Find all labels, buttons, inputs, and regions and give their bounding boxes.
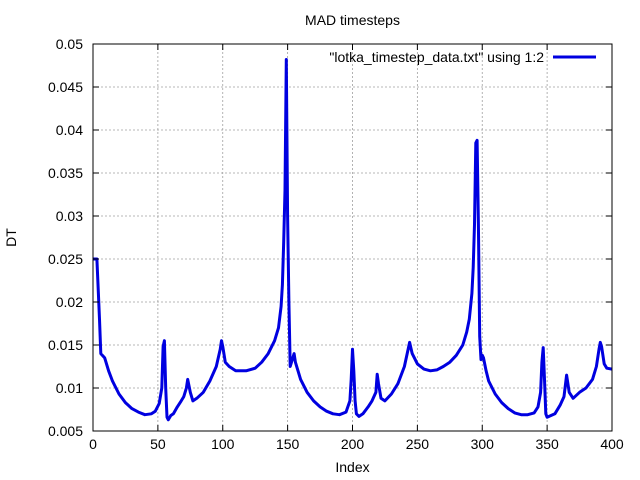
x-tick-label: 50 [150,436,166,452]
y-axis-label: DT [3,228,19,247]
x-tick-label: 350 [535,436,559,452]
chart-title: MAD timesteps [305,12,400,28]
x-tick-label: 0 [89,436,97,452]
series-layer [93,58,613,422]
y-tick-label: 0.025 [48,251,83,267]
y-tick-label: 0.01 [56,380,83,396]
y-tick-label: 0.03 [56,208,83,224]
y-tick-label: 0.05 [56,36,83,52]
legend-label: "lotka_timestep_data.txt" using 1:2 [329,49,544,65]
y-tick-label: 0.045 [48,79,83,95]
legend: "lotka_timestep_data.txt" using 1:2 [329,49,596,65]
y-tick-label: 0.04 [56,122,83,138]
grid-layer [93,44,612,431]
x-tick-label: 300 [471,436,495,452]
x-tick-label: 100 [211,436,235,452]
x-tick-label: 400 [600,436,624,452]
y-tick-label: 0.015 [48,337,83,353]
x-tick-label: 200 [341,436,365,452]
y-tick-label: 0.02 [56,294,83,310]
series-line [93,58,613,422]
x-tick-label: 150 [276,436,300,452]
axis-layer: 0 50 100 150 200 250 300 350 400 0.005 0.01 0.015 0.… [48,36,624,452]
x-tick-label: 250 [406,436,430,452]
x-axis-label: Index [335,459,369,475]
y-tick-label: 0.005 [48,423,83,439]
y-tick-label: 0.035 [48,165,83,181]
